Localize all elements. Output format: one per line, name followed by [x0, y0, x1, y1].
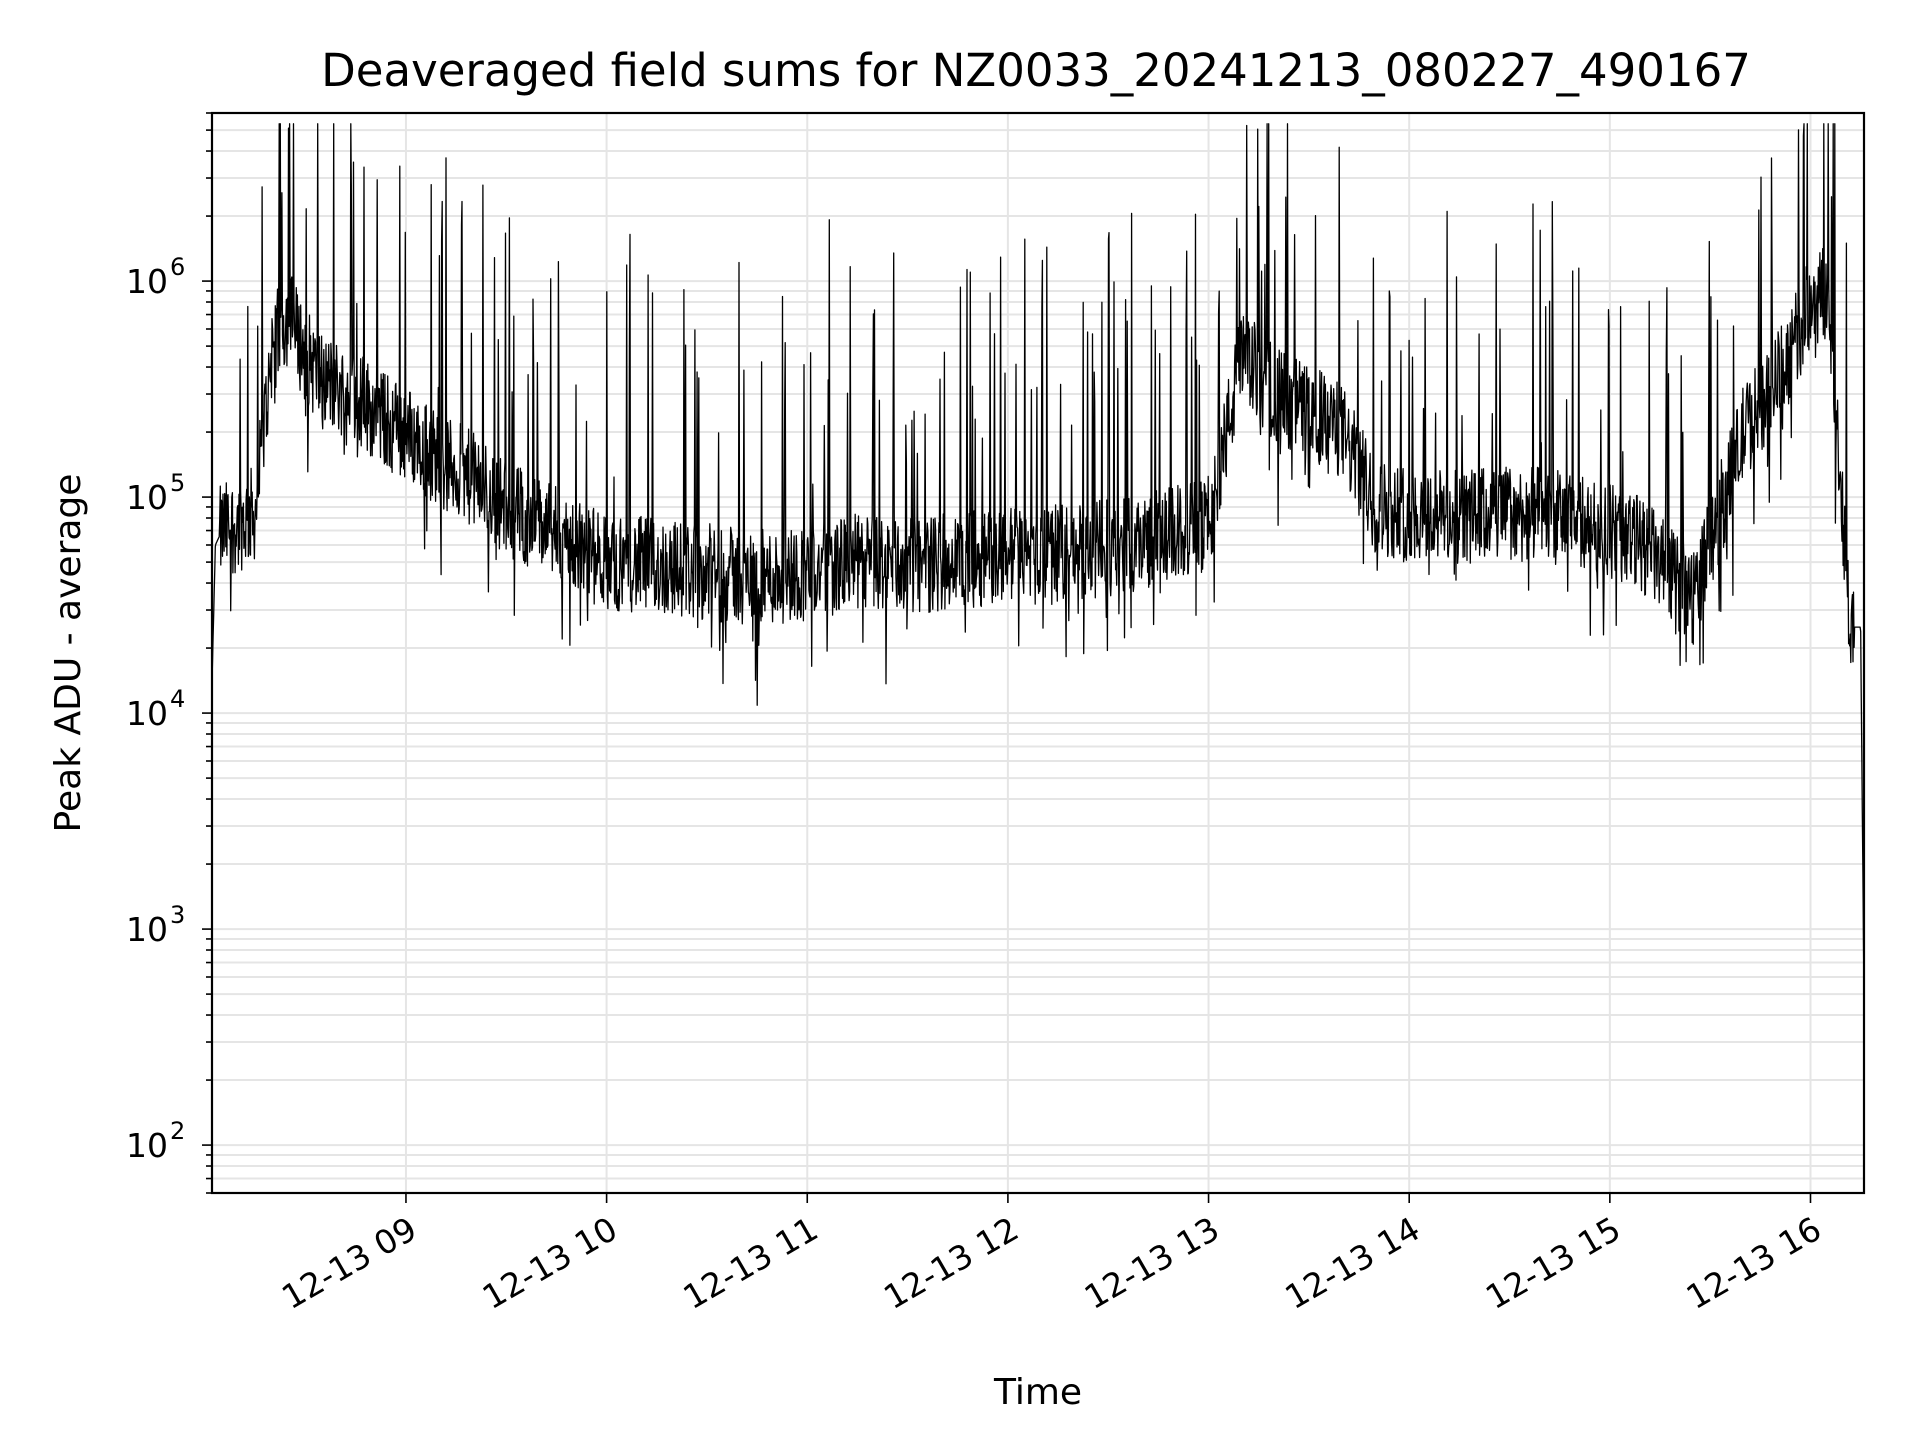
y-tick-label: 10 — [126, 1126, 168, 1165]
chart-title: Deaveraged field sums for NZ0033_2024121… — [321, 44, 1751, 97]
x-axis-label: Time — [993, 1372, 1082, 1413]
data-layer — [211, 123, 1865, 995]
y-tick-label-exponent: 6 — [170, 253, 185, 281]
plot-frame — [210, 111, 1866, 1195]
y-tick-label-exponent: 2 — [170, 1117, 185, 1145]
series-line — [211, 123, 1865, 995]
y-tick-label-exponent: 4 — [170, 685, 185, 713]
y-tick-label: 10 — [126, 478, 168, 517]
y-tick-label-exponent: 3 — [170, 901, 185, 929]
y-tick-label: 10 — [126, 262, 168, 301]
y-tick-label: 10 — [126, 910, 168, 949]
y-tick-label-exponent: 5 — [170, 469, 185, 497]
grid — [212, 112, 1864, 1194]
y-tick-label: 10 — [126, 694, 168, 733]
y-axis-label: Peak ADU - average — [48, 474, 89, 833]
